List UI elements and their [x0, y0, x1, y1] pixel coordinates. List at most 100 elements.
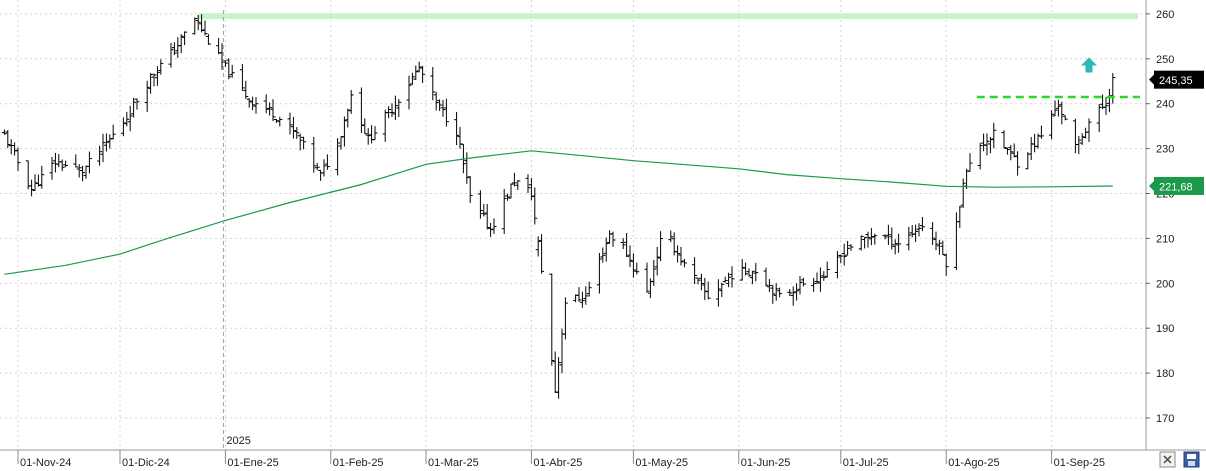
ohlc-bar — [134, 98, 140, 110]
ohlc-bar — [824, 261, 830, 278]
x-tick-label: 01-Nov-24 — [20, 457, 71, 469]
ohlc-bar — [12, 142, 18, 156]
ohlc-bar — [32, 174, 38, 191]
ohlc-bar — [86, 151, 92, 174]
ohlc-bar — [984, 133, 990, 156]
ohlc-bar — [454, 111, 460, 146]
ohlc-bar — [477, 190, 483, 219]
x-tick-label: 01-Abr-25 — [533, 457, 582, 469]
ohlc-bar — [773, 283, 779, 301]
ohlc-bar — [501, 188, 507, 234]
x-tick-label: 01-Jun-25 — [741, 457, 791, 469]
ohlc-bar — [178, 34, 184, 54]
ohlc-bar — [658, 231, 664, 262]
ohlc-bar — [488, 222, 494, 237]
ohlc-bar — [297, 133, 303, 151]
ohlc-bar — [39, 165, 45, 189]
ohlc-bar — [324, 154, 330, 170]
ohlc-bar — [552, 351, 558, 393]
ohlc-bar — [406, 75, 412, 110]
ohlc-bar — [263, 94, 269, 114]
ohlc-bar — [151, 73, 157, 87]
ohlc-bar — [277, 116, 283, 127]
x-tick-label: 01-May-25 — [635, 457, 688, 469]
ohlc-bar — [681, 258, 687, 268]
ohlc-bar — [624, 233, 630, 257]
ohlc-bar — [464, 152, 470, 184]
ohlc-bar — [787, 289, 793, 297]
ohlc-bar — [525, 174, 531, 194]
ohlc-bar — [1086, 118, 1092, 142]
ohlc-bar — [63, 160, 69, 168]
ohlc-bar — [726, 272, 732, 288]
ohlc-bar — [15, 147, 21, 172]
ohlc-bar — [1025, 152, 1031, 170]
ohlc-bar — [586, 281, 592, 297]
ohlc-bar — [695, 277, 701, 285]
x-tick-label: 01-Ago-25 — [948, 457, 999, 469]
ohlc-bar — [1011, 143, 1017, 158]
ohlc-bar — [127, 105, 133, 132]
ohlc-bar — [154, 66, 160, 86]
y-tick-label: 190 — [1156, 323, 1174, 335]
ohlc-bar — [345, 108, 351, 128]
ohlc-bar — [556, 357, 562, 399]
ohlc-bar — [59, 159, 65, 172]
ohlc-bar — [916, 223, 922, 237]
ohlc-bar — [906, 226, 912, 251]
ohlc-bar — [790, 286, 796, 306]
ohlc-bar — [739, 259, 745, 281]
ohlc-bar — [960, 178, 966, 208]
ohlc-bar — [443, 98, 449, 127]
x-tick-label: 01-Mar-25 — [428, 457, 479, 469]
ohlc-bar — [73, 154, 79, 168]
ohlc-bar — [481, 204, 487, 217]
x-tick-label: 01-Ene-25 — [227, 457, 278, 469]
ohlc-bar — [35, 174, 41, 187]
ohlc-bar — [110, 124, 116, 140]
ohlc-bar — [794, 283, 800, 301]
ohlc-bar — [705, 281, 711, 300]
ohlc-bar — [909, 225, 915, 238]
ohlc-bar — [834, 251, 840, 279]
ohlc-bar — [311, 137, 317, 173]
year-marker-label: 2025 — [226, 435, 250, 447]
close-square-icon[interactable] — [1159, 451, 1176, 468]
ohlc-bar — [294, 127, 300, 139]
ohlc-bar — [746, 268, 752, 277]
ohlc-bar — [977, 142, 983, 170]
ohlc-bar — [56, 154, 62, 168]
ohlc-bar — [889, 227, 895, 250]
ohlc-bar — [753, 262, 759, 282]
ohlc-bar — [800, 277, 806, 287]
ohlc-bar — [811, 277, 817, 292]
moving-average-line — [4, 150, 1113, 275]
ma-value-badge: 221,68 — [1149, 176, 1204, 195]
ohlc-bar — [396, 99, 402, 118]
ohlc-bar — [386, 106, 392, 119]
ohlc-bar — [603, 237, 609, 262]
ohlc-bar — [416, 61, 422, 73]
y-tick-label: 260 — [1156, 9, 1174, 21]
ohlc-bar — [413, 65, 419, 80]
ohlc-bar — [610, 231, 616, 247]
ohlc-bar — [1028, 137, 1034, 161]
ohlc-bar — [301, 136, 307, 150]
ohlc-bar — [52, 152, 58, 173]
save-icon[interactable] — [1183, 451, 1200, 468]
ohlc-bar — [216, 37, 222, 55]
ohlc-bar — [253, 97, 259, 114]
ohlc-bar — [838, 254, 844, 264]
ohlc-bar — [1110, 73, 1116, 104]
x-tick-label: 01-Sep-25 — [1054, 457, 1105, 469]
ohlc-bar — [1004, 147, 1010, 155]
ohlc-bar — [457, 126, 463, 149]
ohlc-bar — [719, 282, 725, 298]
ohlc-bar — [967, 153, 973, 172]
ohlc-bar — [600, 247, 606, 263]
ohlc-bar — [120, 117, 126, 137]
ohlc-bar — [290, 116, 296, 139]
ohlc-bar — [372, 126, 378, 141]
ohlc-bar — [940, 240, 946, 256]
ohlc-bar — [348, 89, 354, 114]
